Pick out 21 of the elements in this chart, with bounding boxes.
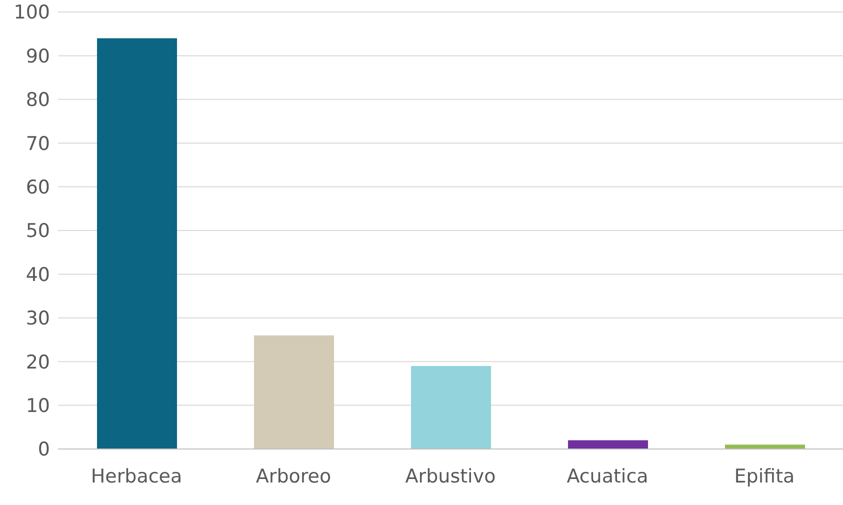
y-tick-label: 10 [26,395,50,418]
y-tick-label: 70 [26,132,50,155]
y-tick-label: 30 [26,308,50,330]
bar [568,440,648,449]
x-tick-label: Epifita [734,465,795,488]
y-tick-label: 60 [26,176,50,199]
bar [97,38,177,449]
y-tick-label: 50 [26,220,50,242]
bar [725,444,805,449]
x-tick-label: Herbacea [90,465,182,488]
y-tick-label: 0 [38,438,50,461]
y-tick-label: 100 [14,2,50,24]
bar [254,335,334,449]
x-tick-label: Arboreo [256,465,332,488]
x-tick-label: Arbustivo [405,465,496,488]
y-tick-label: 20 [26,351,50,374]
x-tick-label: Acuatica [566,465,648,488]
y-tick-label: 80 [26,89,50,112]
y-tick-label: 90 [26,45,50,68]
y-tick-label: 40 [26,264,50,286]
bar [411,366,491,449]
